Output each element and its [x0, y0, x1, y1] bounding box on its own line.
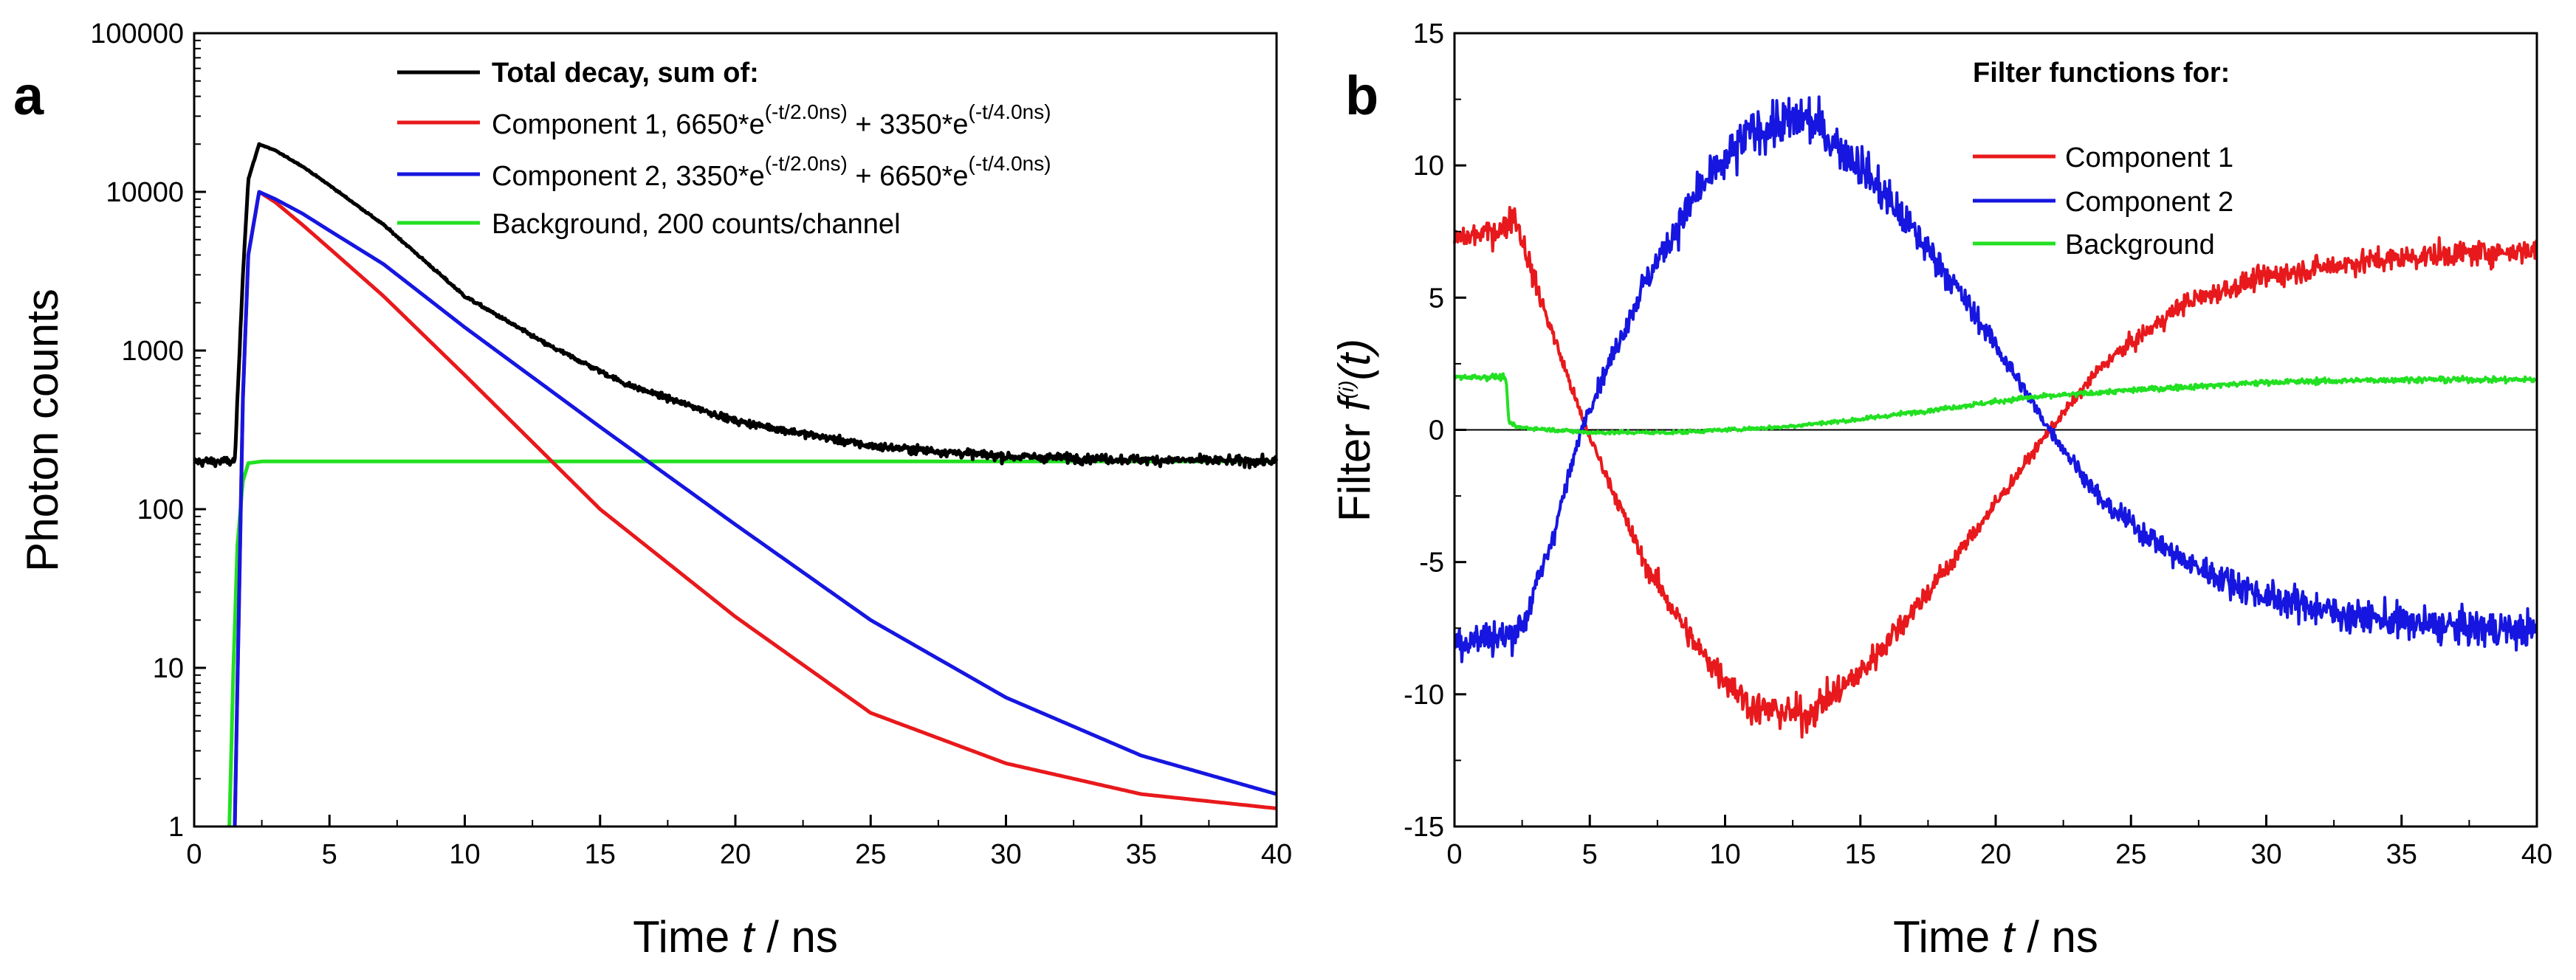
plot-a-legend: Total decay, sum of: Component 1, 6650*e…: [397, 58, 1051, 240]
plot-b-x-tick-label: 15: [1845, 839, 1876, 870]
legend-b-bg-label: Background: [2065, 230, 2215, 260]
plot-b-series-component-2: [1453, 95, 2538, 663]
plot-a-ticks: 0 5 10 15 20 25 30 35 40 1 10 100 1000 10000 100000: [90, 18, 1292, 870]
plot-b-x-tick-label: 10: [1709, 839, 1740, 870]
plot-b-y-tick-label: 10: [1413, 151, 1444, 182]
legend-b-header: Filter functions for:: [1973, 58, 2230, 89]
plot-a-y-tick-label: 10: [153, 653, 184, 684]
plot-b-ylabel-f: f: [1330, 395, 1379, 411]
plot-b-x-tick-label: 35: [2386, 839, 2417, 870]
plot-a-x-tick-label: 40: [1261, 839, 1292, 870]
plot-a-series: [193, 142, 1279, 827]
plot-b-ylabel-part-4: (t): [1330, 339, 1379, 381]
plot-a-y-axis-title: Photon counts: [18, 289, 67, 572]
plot-a-y-tick-label: 1: [168, 812, 184, 843]
plot-b-series: [1453, 95, 2538, 739]
plot-b-x-tick-label: 20: [1980, 839, 2011, 870]
plot-a-series-component-2: [233, 190, 1277, 827]
plot-b: 0 5 10 15 20 25 30 35 40 -15 -10 -5 0 5 10 15 Time t / …: [1330, 18, 2552, 962]
plot-b-y-tick-label: -10: [1404, 680, 1444, 711]
panel-a-letter: a: [13, 65, 44, 126]
plot-b-y-tick-label: -15: [1404, 812, 1444, 843]
panel-b-letter: b: [1345, 65, 1378, 126]
plot-b-y-tick-label: 0: [1429, 415, 1444, 446]
plot-b-ticks: 0 5 10 15 20 25 30 35 40 -15 -10 -5 0 5 10 15: [1404, 18, 2552, 870]
legend-a-c1-exp1: (-t/2.0ns): [765, 100, 848, 123]
legend-a-header: Total decay, sum of:: [492, 58, 759, 89]
legend-a-c1-base: Component 1, 6650*e: [492, 109, 765, 140]
plot-a-y-tick-label: 100000: [90, 18, 184, 49]
plot-a-frame: [193, 32, 1278, 828]
plot-b-y-tick-label: 15: [1413, 18, 1444, 49]
plot-b-y-axis-title: Filter f(i)(t): [1330, 339, 1379, 522]
plot-a-xlabel-t: t: [742, 912, 756, 962]
plot-b-ylabel-part-1: Filter: [1330, 411, 1379, 522]
plot-a-x-tick-label: 20: [720, 839, 751, 870]
plot-a-x-tick-label: 25: [855, 839, 886, 870]
plot-a-x-tick-label: 5: [322, 839, 337, 870]
plot-b-series-component-1: [1453, 206, 2538, 739]
plot-a-x-tick-label: 15: [585, 839, 616, 870]
plot-a-y-tick-label: 1000: [121, 336, 184, 367]
plot-b-x-tick-label: 30: [2250, 839, 2281, 870]
legend-a-c2-mid: + 6650*e: [848, 161, 969, 192]
legend-a-c1-mid: + 3350*e: [848, 109, 969, 140]
legend-b-c2-label: Component 2: [2065, 187, 2233, 218]
legend-a-c2-exp1: (-t/2.0ns): [765, 152, 848, 175]
plot-a-x-axis-title: Time t / ns: [633, 912, 838, 962]
plot-a-x-tick-label: 35: [1126, 839, 1157, 870]
plot-b-xlabel-t: t: [2002, 912, 2016, 962]
legend-a-c2-base: Component 2, 3350*e: [492, 161, 765, 192]
legend-b-c1-label: Component 1: [2065, 142, 2233, 173]
legend-a-c2-exp2: (-t/4.0ns): [969, 152, 1051, 175]
plot-a-x-tick-label: 30: [990, 839, 1021, 870]
legend-a-c2-label: Component 2, 3350*e(-t/2.0ns) + 6650*e(-…: [492, 152, 1051, 192]
plot-b-y-tick-label: 5: [1429, 283, 1444, 314]
plot-b-x-axis-title: Time t / ns: [1893, 912, 2098, 962]
plot-b-x-tick-label: 0: [1446, 839, 1462, 870]
plot-a: 0 5 10 15 20 25 30 35 40 1 10 100 1000 10000 100000 Ti…: [18, 18, 1292, 962]
plot-a-y-tick-label: 10000: [106, 177, 184, 208]
plot-b-xlabel-part-3: / ns: [2015, 912, 2098, 962]
plot-b-xlabel-part-1: Time: [1893, 912, 2002, 962]
plot-b-x-tick-label: 40: [2521, 839, 2552, 870]
plot-b-x-tick-label: 5: [1582, 839, 1598, 870]
plot-a-x-tick-label: 0: [186, 839, 202, 870]
plot-b-x-tick-label: 25: [2115, 839, 2146, 870]
plot-b-y-tick-label: -5: [1419, 548, 1444, 579]
plot-a-xlabel-part-1: Time: [633, 912, 742, 962]
legend-a-c1-label: Component 1, 6650*e(-t/2.0ns) + 3350*e(-…: [492, 100, 1051, 140]
plot-a-x-tick-label: 10: [449, 839, 480, 870]
legend-a-c1-exp2: (-t/4.0ns): [969, 100, 1051, 123]
legend-a-bg-label: Background, 200 counts/channel: [492, 209, 901, 240]
plot-b-ylabel-sup: (i): [1335, 381, 1358, 399]
plot-a-series-total-decay: [193, 142, 1279, 470]
plot-a-y-tick-label: 100: [137, 494, 184, 525]
plot-a-series-component-1: [233, 190, 1277, 827]
plot-b-series-background: [1453, 372, 2538, 436]
plot-a-xlabel-part-3: / ns: [755, 912, 838, 962]
plot-a-series-background: [227, 459, 1277, 827]
plot-b-legend: Filter functions for: Component 1 Compon…: [1973, 58, 2233, 260]
